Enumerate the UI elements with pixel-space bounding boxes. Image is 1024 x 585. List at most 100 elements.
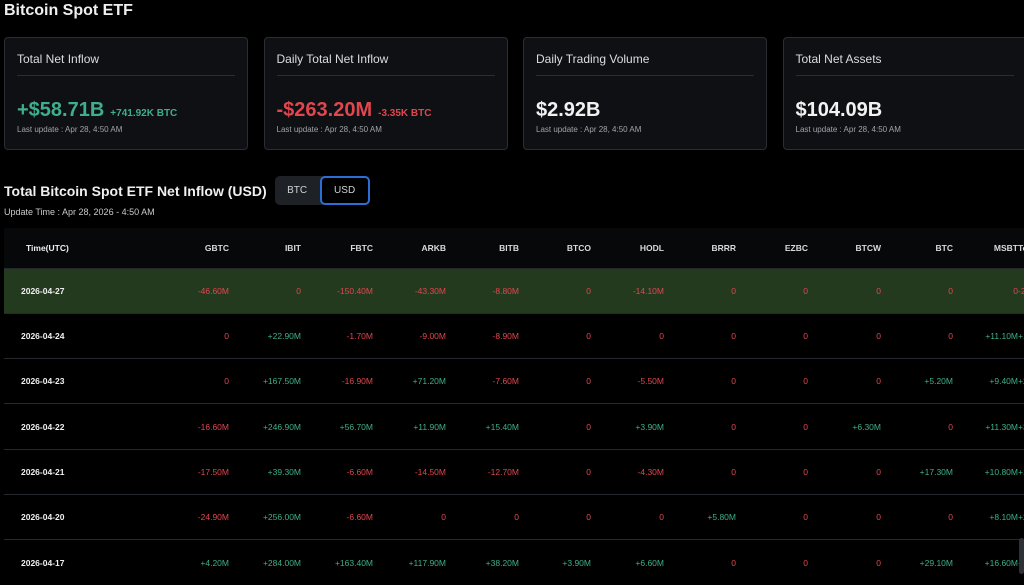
flow-cell: +238.40M [1018,494,1024,539]
column-header[interactable]: BRRR [664,228,736,268]
date-cell: 2026-04-22 [4,404,156,449]
flow-cell: +11.30M [953,404,1018,449]
flow-cell: -263.20M [1018,268,1024,313]
card-btc-value: +741.92K BTC [110,108,177,119]
flow-cell: +3.90M [519,540,591,585]
flow-cell: +10.80M [953,449,1018,494]
toggle-btc-button[interactable]: BTC [275,176,320,205]
column-header[interactable]: GBTC [156,228,229,268]
flow-cell: 0 [519,404,591,449]
flow-cell: +6.60M [591,540,664,585]
flow-cell: 0 [446,494,519,539]
flow-cell: 0 [664,540,736,585]
column-header[interactable]: ARKB [373,228,446,268]
flow-cell: 0 [519,494,591,539]
table-row[interactable]: 2026-04-22-16.60M+246.90M+56.70M+11.90M+… [4,404,1024,449]
table-row[interactable]: 2026-04-17+4.20M+284.00M+163.40M+117.90M… [4,540,1024,585]
card-label: Total Net Assets [796,52,882,66]
flow-cell: 0 [881,268,953,313]
flow-cell: 0 [808,540,881,585]
flow-cell: -6.60M [301,494,373,539]
column-header[interactable]: BTCO [519,228,591,268]
flow-cell: +38.20M [446,540,519,585]
flow-cell: 0 [808,449,881,494]
toggle-usd-button[interactable]: USD [320,176,370,205]
flow-cell: -150.40M [301,268,373,313]
flow-cell: 0 [808,313,881,358]
flow-cell: -16.90M [301,359,373,404]
flow-cell: +246.90M [229,404,301,449]
date-cell: 2026-04-27 [4,268,156,313]
card-value: $2.92B [536,99,601,122]
flow-cell: -5.50M [591,359,664,404]
card-label: Daily Total Net Inflow [277,52,389,66]
date-cell: 2026-04-24 [4,313,156,358]
divider [796,75,1014,76]
stat-card: Daily Total Net Inflow -$263.20M -3.35K BT… [264,37,508,150]
flow-cell: -14.10M [591,268,664,313]
column-header[interactable]: IBIT [229,228,301,268]
flow-cell: +167.50M [229,359,301,404]
flow-cell: -1.70M [301,313,373,358]
flow-cell: -46.60M [156,268,229,313]
column-header[interactable]: EZBC [736,228,808,268]
column-header[interactable]: HODL [591,228,664,268]
flow-cell: 0 [953,268,1018,313]
column-header[interactable]: Total [1018,228,1024,268]
flow-cell: -4.30M [591,449,664,494]
update-time: Update Time : Apr 28, 2026 - 4:50 AM [4,207,155,217]
column-header[interactable]: BITB [446,228,519,268]
flow-cell: +56.70M [301,404,373,449]
column-header[interactable]: FBTC [301,228,373,268]
flow-cell: +39.30M [229,449,301,494]
column-header[interactable]: Time(UTC) [4,228,156,268]
currency-toggle: BTC USD [275,176,370,205]
flow-cell: 0 [664,268,736,313]
flow-cell: +11.80M [1018,449,1024,494]
column-header[interactable]: MSBT [953,228,1018,268]
flow-cell: -8.80M [446,268,519,313]
flow-cell: +17.30M [881,449,953,494]
card-update: Last update : Apr 28, 4:50 AM [536,125,641,134]
page-title: Bitcoin Spot ETF [4,2,133,20]
column-header[interactable]: BTC [881,228,953,268]
divider [536,75,754,76]
flow-cell: 0 [881,494,953,539]
flow-cell: +6.30M [808,404,881,449]
flow-cell: 0 [519,449,591,494]
flow-cell: 0 [519,359,591,404]
flow-cell: 0 [591,313,664,358]
flow-cell: 0 [736,268,808,313]
column-header[interactable]: BTCW [808,228,881,268]
card-update: Last update : Apr 28, 4:50 AM [17,125,122,134]
flow-cell: 0 [736,494,808,539]
flow-cell: 0 [736,540,808,585]
flow-cell: 0 [229,268,301,313]
flow-cell: -12.70M [446,449,519,494]
flow-cell: 0 [664,313,736,358]
card-main-value: -$263.20M [277,99,373,122]
flow-cell: +4.20M [156,540,229,585]
flow-cell: 0 [373,494,446,539]
flow-cell: +8.10M [953,494,1018,539]
flow-cell: 0 [808,359,881,404]
flow-cell: +71.20M [373,359,446,404]
flow-cell: -9.00M [373,313,446,358]
card-value: $104.09B [796,99,883,122]
divider [277,75,495,76]
flow-cell: -6.60M [301,449,373,494]
flow-cell: 0 [664,359,736,404]
flow-cell: +11.10M [953,313,1018,358]
flow-cell: +29.10M [881,540,953,585]
scrollbar[interactable] [1019,538,1024,574]
flow-cell: 0 [736,359,808,404]
table-row[interactable]: 2026-04-21-17.50M+39.30M-6.60M-14.50M-12… [4,449,1024,494]
flow-cell: +256.00M [229,494,301,539]
card-btc-value: -3.35K BTC [378,108,431,119]
